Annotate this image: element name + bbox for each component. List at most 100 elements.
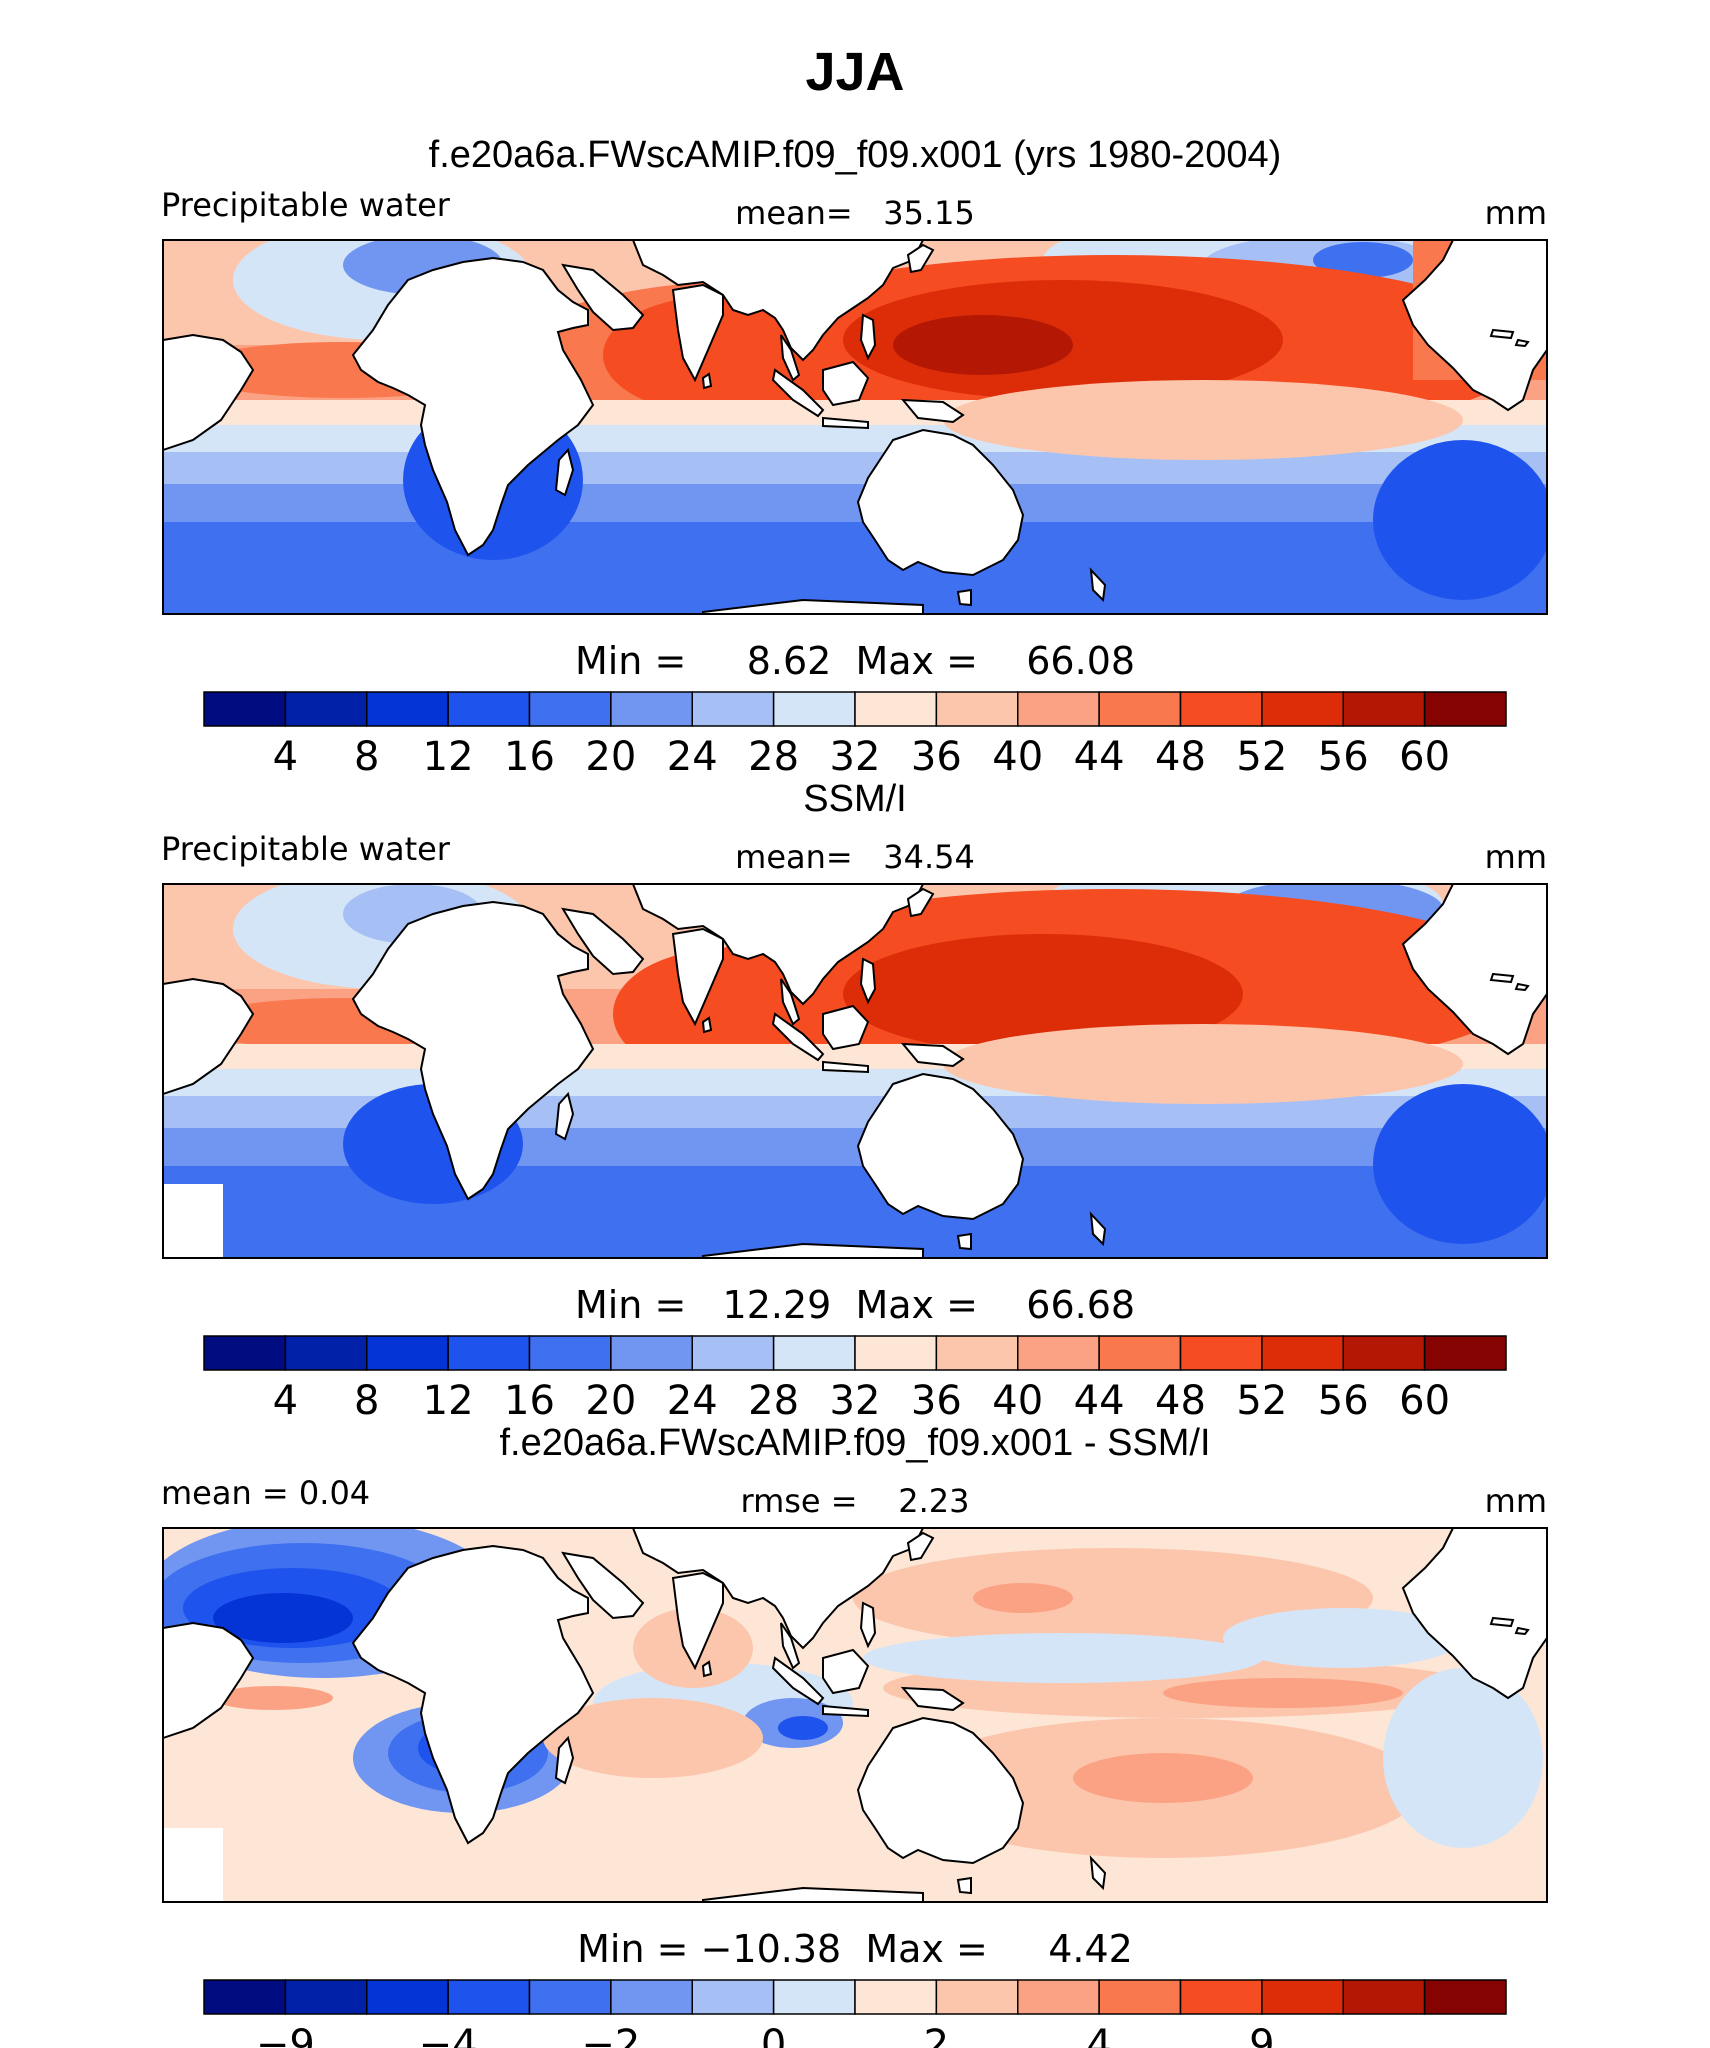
colorbar-swatch bbox=[366, 1979, 449, 2015]
colorbar-swatch bbox=[854, 691, 938, 727]
colorbar-swatch bbox=[366, 691, 449, 727]
colorbar-swatch bbox=[854, 1335, 938, 1371]
map-model bbox=[162, 239, 1548, 615]
colorbar-tick-label: 44 bbox=[1074, 1378, 1125, 1424]
colorbar-swatch bbox=[528, 691, 612, 727]
colorbar-tick-label: 24 bbox=[667, 1378, 718, 1424]
colorbar-tick-label: 44 bbox=[1074, 734, 1125, 780]
panel-left-label: mean = 0.04 bbox=[161, 1474, 370, 1512]
colorbar-swatch bbox=[1098, 1335, 1182, 1371]
colorbar-swatch bbox=[1423, 1335, 1507, 1371]
colorbar-tick-label: 56 bbox=[1318, 1378, 1369, 1424]
colorbar-tick-label: 0 bbox=[761, 2022, 786, 2048]
colorbar-tick-label: 4 bbox=[1086, 2022, 1111, 2048]
colorbar-swatch bbox=[691, 1335, 775, 1371]
colorbar-tick-label: 2 bbox=[924, 2022, 949, 2048]
colorbar-tick-label: −2 bbox=[581, 2022, 640, 2048]
colorbar-swatch bbox=[1342, 1335, 1426, 1371]
colorbar-swatch bbox=[447, 691, 531, 727]
colorbar-tick-label: 60 bbox=[1399, 734, 1450, 780]
panel-center-label: mean= 34.54 bbox=[735, 838, 975, 876]
colorbar-tick-label: 9 bbox=[1249, 2022, 1274, 2048]
colorbar-tick-label: 32 bbox=[830, 1378, 881, 1424]
colorbar-swatch bbox=[610, 691, 693, 727]
colorbar-tick-label: 16 bbox=[504, 734, 555, 780]
colorbar-swatch bbox=[1261, 1335, 1344, 1371]
panel-heading: f.e20a6a.FWscAMIP.f09_f09.x001 - SSM/I bbox=[499, 1422, 1210, 1464]
colorbar-swatch bbox=[691, 1979, 775, 2015]
colorbar-swatch bbox=[772, 1979, 856, 2015]
colorbar-swatch bbox=[1179, 1335, 1263, 1371]
min-max-label: Min = 12.29 Max = 66.68 bbox=[575, 1283, 1135, 1327]
panel-left-label: Precipitable water bbox=[161, 186, 451, 224]
colorbar-swatch bbox=[203, 1335, 287, 1371]
colorbar-swatch bbox=[691, 691, 775, 727]
colorbar-tick-label: 8 bbox=[354, 1378, 379, 1424]
colorbar-tick-label: 4 bbox=[273, 1378, 298, 1424]
colorbar-swatch bbox=[1423, 1979, 1507, 2015]
colorbar-tick-label: 56 bbox=[1318, 734, 1369, 780]
colorbar-tick-label: 20 bbox=[585, 1378, 636, 1424]
colorbar-swatch bbox=[284, 1979, 368, 2015]
colorbar-tick-label: 32 bbox=[830, 734, 881, 780]
colorbar-swatch bbox=[447, 1979, 531, 2015]
colorbar-swatch bbox=[1017, 1979, 1100, 2015]
colorbar-swatch bbox=[935, 1979, 1019, 2015]
colorbar-tick-label: 12 bbox=[423, 734, 474, 780]
panel-2: SSM/I Precipitable water mean= 34.54 mm Min … bbox=[161, 778, 1548, 1424]
colorbar-swatch bbox=[1423, 691, 1507, 727]
panel-3: f.e20a6a.FWscAMIP.f09_f09.x001 - SSM/I me… bbox=[161, 1422, 1548, 2048]
panel-units: mm bbox=[1485, 838, 1547, 876]
colorbar-tick-label: 36 bbox=[911, 734, 962, 780]
colorbar-swatch bbox=[1179, 1979, 1263, 2015]
panel-heading: SSM/I bbox=[803, 778, 906, 820]
colorbar-tick-label: 36 bbox=[911, 1378, 962, 1424]
colorbar-swatch bbox=[203, 1979, 287, 2015]
colorbar-tick-label: 8 bbox=[354, 734, 379, 780]
colorbar-tick-label: 4 bbox=[273, 734, 298, 780]
colorbar-tick-label: 28 bbox=[748, 734, 799, 780]
colorbar: −9 −4 −2 0 2 4 9 bbox=[203, 1979, 1507, 2048]
colorbar-swatch bbox=[1342, 1979, 1426, 2015]
colorbar-tick-label: 16 bbox=[504, 1378, 555, 1424]
panel-1: f.e20a6a.FWscAMIP.f09_f09.x001 (yrs 1980… bbox=[161, 134, 1548, 780]
colorbar-tick-label: 28 bbox=[748, 1378, 799, 1424]
colorbar-tick-label: −4 bbox=[419, 2022, 478, 2048]
colorbar-swatch bbox=[1098, 691, 1182, 727]
colorbar-swatch bbox=[528, 1335, 612, 1371]
colorbar-tick-label: 40 bbox=[992, 734, 1043, 780]
colorbar-swatch bbox=[854, 1979, 938, 2015]
panel-left-label: Precipitable water bbox=[161, 830, 451, 868]
colorbar-tick-label: 40 bbox=[992, 1378, 1043, 1424]
panel-units: mm bbox=[1485, 1482, 1547, 1520]
map-frame bbox=[162, 239, 1548, 615]
map-obs bbox=[162, 883, 1548, 1259]
colorbar-swatch bbox=[935, 691, 1019, 727]
colorbar-swatch bbox=[1098, 1979, 1182, 2015]
colorbar-tick-label: 12 bbox=[423, 1378, 474, 1424]
map-frame bbox=[162, 1527, 1548, 1903]
colorbar-swatch bbox=[366, 1335, 449, 1371]
colorbar-tick-label: 48 bbox=[1155, 1378, 1206, 1424]
panel-center-label: mean= 35.15 bbox=[735, 194, 975, 232]
colorbar: 4 8 12 16 20 24 28 32 36 40 44 48 52 56 60 bbox=[203, 1335, 1507, 1424]
map-diff bbox=[162, 1527, 1548, 1903]
colorbar-swatch bbox=[1017, 691, 1100, 727]
colorbar-swatch bbox=[528, 1979, 612, 2015]
min-max-label: Min = −10.38 Max = 4.42 bbox=[577, 1927, 1133, 1971]
colorbar-tick-label: 24 bbox=[667, 734, 718, 780]
panel-heading: f.e20a6a.FWscAMIP.f09_f09.x001 (yrs 1980… bbox=[429, 134, 1282, 176]
colorbar-swatch bbox=[610, 1335, 693, 1371]
colorbar-tick-label: 52 bbox=[1236, 734, 1287, 780]
colorbar-swatch bbox=[447, 1335, 531, 1371]
colorbar-swatch bbox=[935, 1335, 1019, 1371]
panel-center-label: rmse = 2.23 bbox=[740, 1482, 969, 1520]
colorbar-swatch bbox=[772, 1335, 856, 1371]
colorbar: 4 8 12 16 20 24 28 32 36 40 44 48 52 56 60 bbox=[203, 691, 1507, 780]
colorbar-swatch bbox=[1261, 691, 1344, 727]
colorbar-swatch bbox=[284, 1335, 368, 1371]
colorbar-swatch bbox=[1342, 691, 1426, 727]
panel-units: mm bbox=[1485, 194, 1547, 232]
colorbar-swatch bbox=[1261, 1979, 1344, 2015]
